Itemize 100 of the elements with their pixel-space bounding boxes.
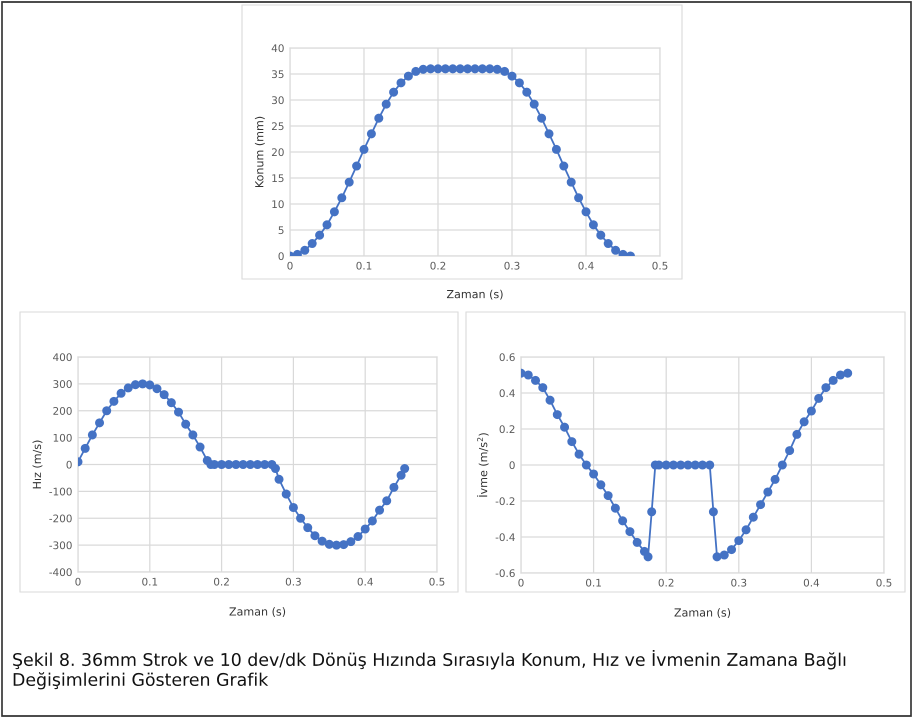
point	[411, 66, 420, 76]
x-tick-label: 0	[518, 578, 524, 587]
point	[843, 368, 852, 378]
point	[80, 444, 90, 453]
y-tick-label: 400	[53, 353, 72, 362]
point	[252, 460, 262, 470]
y-tick-label: -200	[49, 514, 72, 522]
point	[785, 446, 794, 456]
point	[690, 460, 700, 470]
point	[188, 430, 198, 440]
y-tick-label: 100	[54, 434, 72, 442]
x-axis-title: Zaman (s)	[229, 607, 286, 617]
point	[720, 550, 729, 560]
point	[374, 114, 384, 123]
point	[315, 230, 324, 240]
point	[160, 390, 169, 400]
point	[308, 239, 317, 248]
point	[552, 144, 561, 154]
point	[522, 88, 532, 97]
point	[514, 78, 524, 88]
x-tick-label: 0.5	[876, 578, 892, 587]
point	[300, 246, 310, 255]
point	[604, 491, 613, 500]
y-tick-label: 0.6	[500, 353, 515, 362]
x-tick-label: 0.4	[578, 262, 594, 270]
point	[152, 384, 162, 394]
point	[625, 527, 634, 536]
point	[224, 460, 234, 470]
y-tick-label: -400	[49, 568, 72, 576]
point	[382, 496, 392, 506]
point	[610, 504, 620, 513]
y-tick-label: -300	[49, 541, 72, 550]
point	[800, 417, 809, 426]
point	[95, 418, 104, 428]
point	[375, 506, 384, 515]
point	[389, 88, 398, 97]
point	[604, 239, 613, 248]
y-tick-label: 20	[272, 148, 284, 156]
y-tick-label: 15	[272, 174, 284, 182]
point	[296, 514, 306, 523]
x-tick-label: 0	[75, 578, 81, 586]
y-tick-label: 35	[272, 70, 284, 78]
point	[485, 64, 494, 74]
point	[270, 464, 280, 474]
point	[544, 129, 554, 138]
y-tick-label: 0	[510, 461, 515, 470]
point	[174, 408, 184, 417]
point	[330, 207, 339, 216]
point	[507, 72, 517, 81]
point	[440, 64, 450, 74]
point	[559, 162, 568, 171]
point	[727, 545, 736, 554]
point	[231, 460, 240, 470]
point	[368, 516, 377, 526]
point	[596, 230, 606, 240]
point	[433, 64, 443, 74]
point	[396, 470, 406, 480]
point	[138, 379, 148, 388]
point	[130, 380, 140, 390]
point	[770, 474, 780, 484]
point	[698, 460, 708, 470]
point	[418, 64, 428, 74]
point	[566, 178, 576, 187]
x-tick-label: 0.4	[804, 578, 820, 587]
point	[705, 460, 714, 470]
y-tick-label: 10	[272, 200, 284, 208]
point	[552, 410, 562, 420]
point	[748, 512, 758, 522]
point	[196, 442, 205, 452]
x-axis-title: Zaman (s)	[674, 608, 730, 618]
point	[742, 525, 751, 534]
point	[400, 464, 410, 474]
point	[611, 246, 620, 255]
point	[662, 460, 671, 470]
y-axis-title: Konum (mm)	[254, 116, 265, 188]
y-axis-title: İvme (m/s$^{2}$)	[477, 433, 489, 497]
point	[574, 450, 584, 459]
point	[588, 220, 598, 230]
point	[426, 64, 436, 74]
y-tick-label: -0.2	[496, 497, 514, 506]
point	[274, 474, 284, 484]
point	[288, 502, 298, 512]
point	[531, 376, 540, 385]
point	[344, 178, 354, 187]
point	[478, 64, 487, 74]
point	[456, 64, 465, 74]
point	[109, 396, 118, 406]
point	[88, 430, 97, 440]
x-axis-title: Zaman (s)	[446, 290, 503, 300]
x-tick-label: 0.1	[142, 578, 158, 586]
point	[463, 64, 472, 74]
point	[567, 437, 576, 446]
point	[145, 380, 154, 390]
point	[366, 129, 376, 138]
point	[246, 460, 255, 470]
point	[792, 430, 802, 439]
point	[778, 460, 787, 470]
point	[683, 460, 692, 470]
point	[538, 383, 548, 392]
point	[828, 376, 838, 385]
